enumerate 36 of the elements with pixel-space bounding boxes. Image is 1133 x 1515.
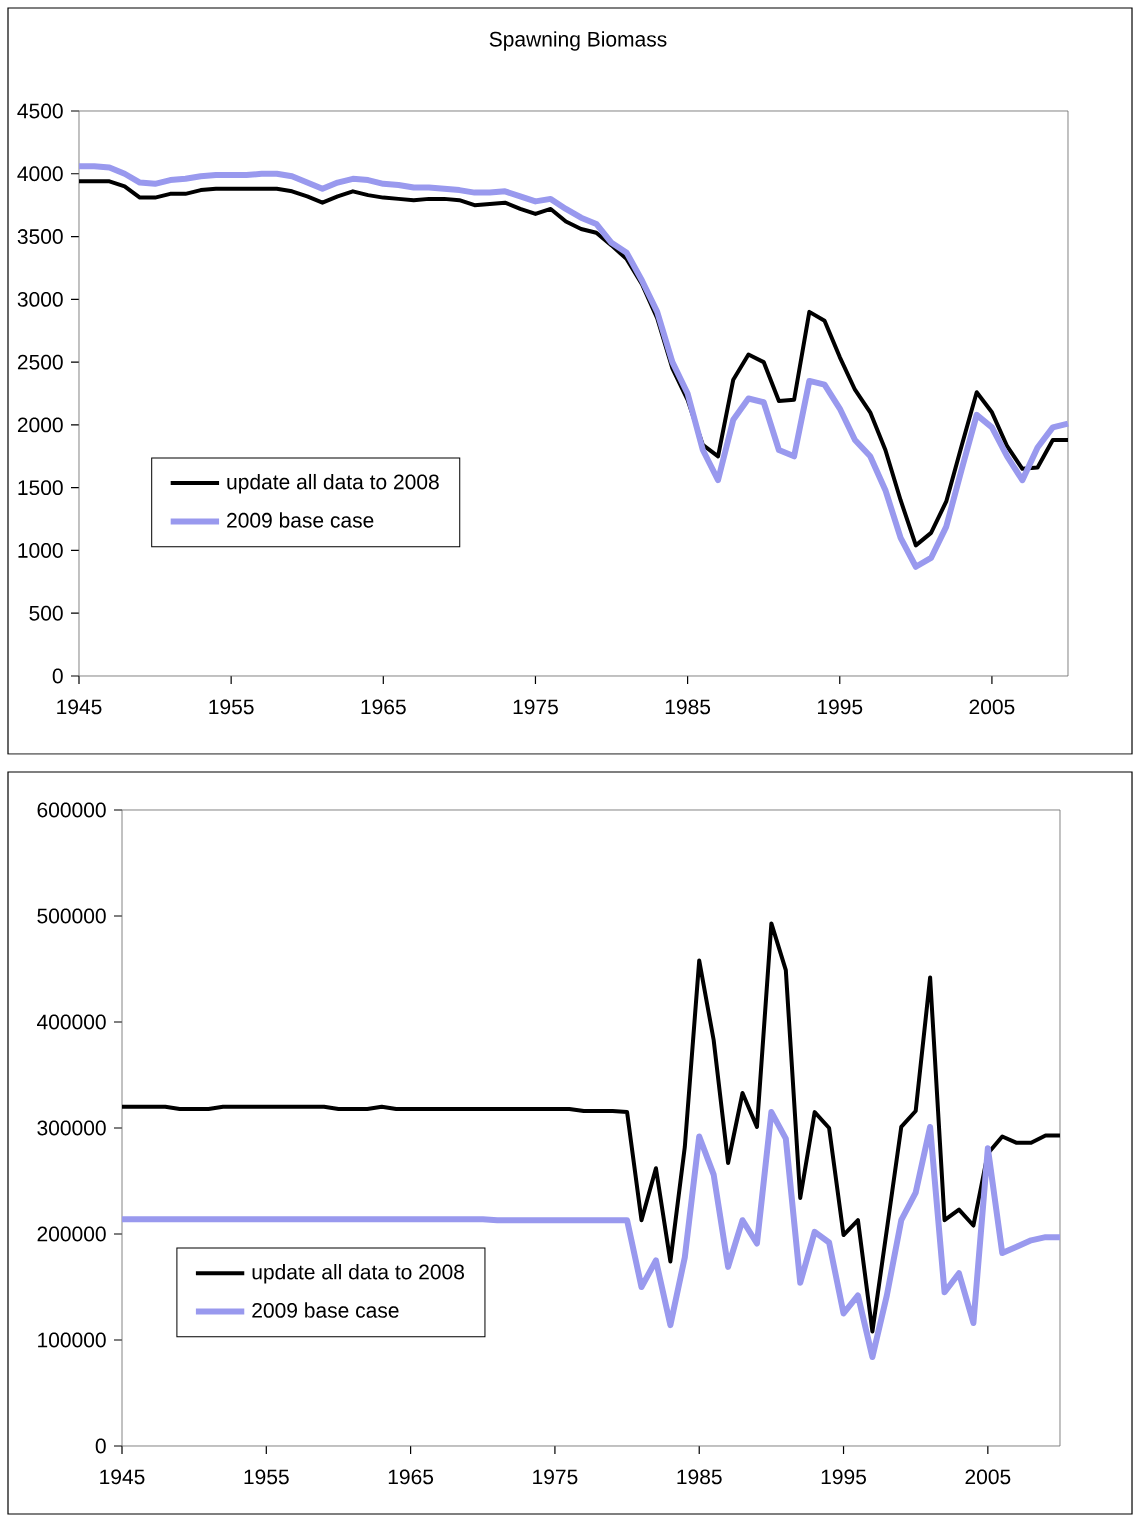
x-tick-label: 1945 <box>100 1469 145 1485</box>
x-tick-label: 1985 <box>665 699 711 715</box>
legend-label: 2009 base case <box>227 512 374 528</box>
y-tick-label: 1500 <box>18 480 63 496</box>
x-tick-label: 2005 <box>969 699 1015 715</box>
y-tick-label: 600000 <box>37 802 106 818</box>
y-tick-label: 0 <box>52 668 63 684</box>
x-tick-label: 1955 <box>209 699 254 715</box>
x-tick-label: 1995 <box>821 1469 866 1485</box>
y-tick-label: 500000 <box>37 908 106 924</box>
x-tick-label: 1965 <box>361 699 406 715</box>
y-tick-label: 200000 <box>37 1226 106 1242</box>
y-tick-label: 400000 <box>37 1014 106 1030</box>
x-tick-label: 1955 <box>244 1469 289 1485</box>
y-tick-label: 0 <box>95 1438 106 1454</box>
y-tick-label: 2000 <box>17 417 63 433</box>
x-tick-label: 1975 <box>533 1469 578 1485</box>
y-tick-label: 4000 <box>17 166 63 182</box>
chart-title: Spawning Biomass <box>489 31 667 51</box>
y-tick-label: 2500 <box>17 354 63 370</box>
x-tick-label: 2005 <box>965 1469 1011 1485</box>
x-tick-label: 1975 <box>513 699 558 715</box>
legend-label: 2009 base case <box>252 1302 399 1318</box>
y-tick-label: 100000 <box>38 1332 106 1348</box>
y-tick-label: 300000 <box>37 1120 106 1136</box>
y-tick-label: 4500 <box>17 103 63 119</box>
x-tick-label: 1985 <box>677 1469 722 1485</box>
y-tick-label: 1000 <box>18 543 63 558</box>
y-tick-label: 500 <box>29 605 63 621</box>
x-tick-label: 1945 <box>57 699 102 715</box>
legend-label: update all data to 2008 <box>252 1264 464 1284</box>
x-tick-label: 1995 <box>818 699 863 715</box>
y-tick-label: 3000 <box>17 291 63 307</box>
y-tick-label: 3500 <box>17 229 63 244</box>
legend-label: update all data to 2008 <box>227 473 439 494</box>
x-tick-label: 1965 <box>388 1469 434 1485</box>
